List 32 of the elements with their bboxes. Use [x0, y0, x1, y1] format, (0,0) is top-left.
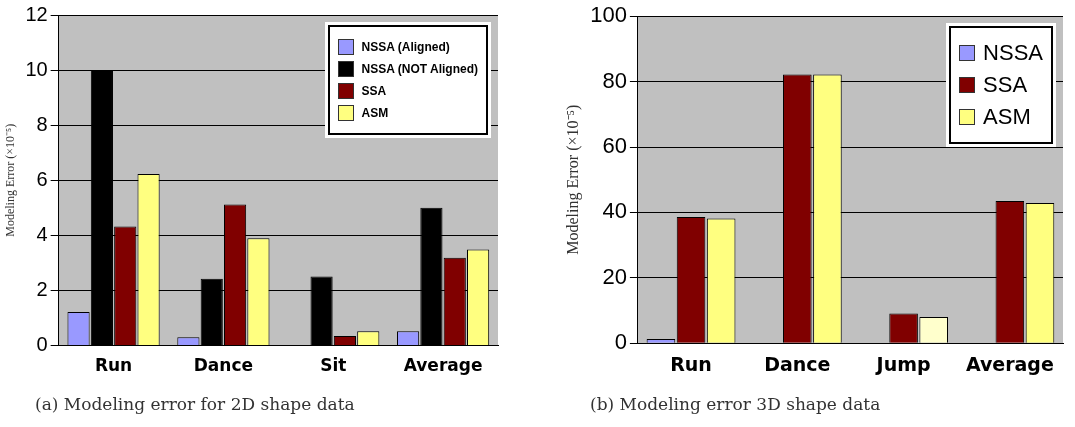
- legend-label: NSSA (NOT Aligned): [361, 62, 478, 76]
- x-tick-label: Sit: [320, 355, 347, 376]
- y-axis-title: Modeling Error (×10⁻⁵): [563, 104, 582, 255]
- x-tick-label: Average: [965, 352, 1054, 375]
- text: (b) Modeling error 3D shape data: [590, 394, 881, 414]
- legend-label: NSSA (Aligned): [361, 40, 450, 54]
- x-tick-label: Run: [94, 355, 133, 376]
- y-tick-label: 10: [25, 57, 48, 80]
- x-tick-label: Average: [403, 355, 483, 376]
- y-tick-label: 100: [590, 2, 627, 28]
- legend-label: ASM: [361, 106, 389, 120]
- y-tick-label: 80: [602, 67, 627, 93]
- y-tick-label: 60: [602, 133, 627, 159]
- x-tick-label: Dance: [764, 352, 831, 375]
- x-tick-label: Jump: [874, 352, 931, 375]
- x-tick-label: Dance: [193, 355, 254, 376]
- legend-label: NSSA: [983, 40, 1043, 67]
- y-tick-label: 12: [25, 2, 48, 25]
- y-tick-label: 0: [614, 329, 627, 355]
- y-tick-label: 6: [36, 167, 48, 190]
- legend-label: SSA: [983, 72, 1028, 99]
- y-axis-title: Modeling Error (×10⁻⁵): [3, 123, 18, 237]
- y-tick-label: 40: [602, 198, 627, 224]
- x-tick-label: Run: [670, 352, 712, 375]
- y-tick-label: 8: [36, 112, 48, 135]
- text: (a) Modeling error for 2D shape data: [35, 394, 355, 414]
- y-tick-label: 20: [602, 263, 627, 289]
- y-tick-label: 2: [36, 278, 48, 301]
- y-tick-label: 4: [36, 222, 48, 245]
- legend-label: SSA: [361, 84, 387, 98]
- legend-label: ASM: [983, 104, 1031, 131]
- y-tick-label: 0: [36, 333, 48, 356]
